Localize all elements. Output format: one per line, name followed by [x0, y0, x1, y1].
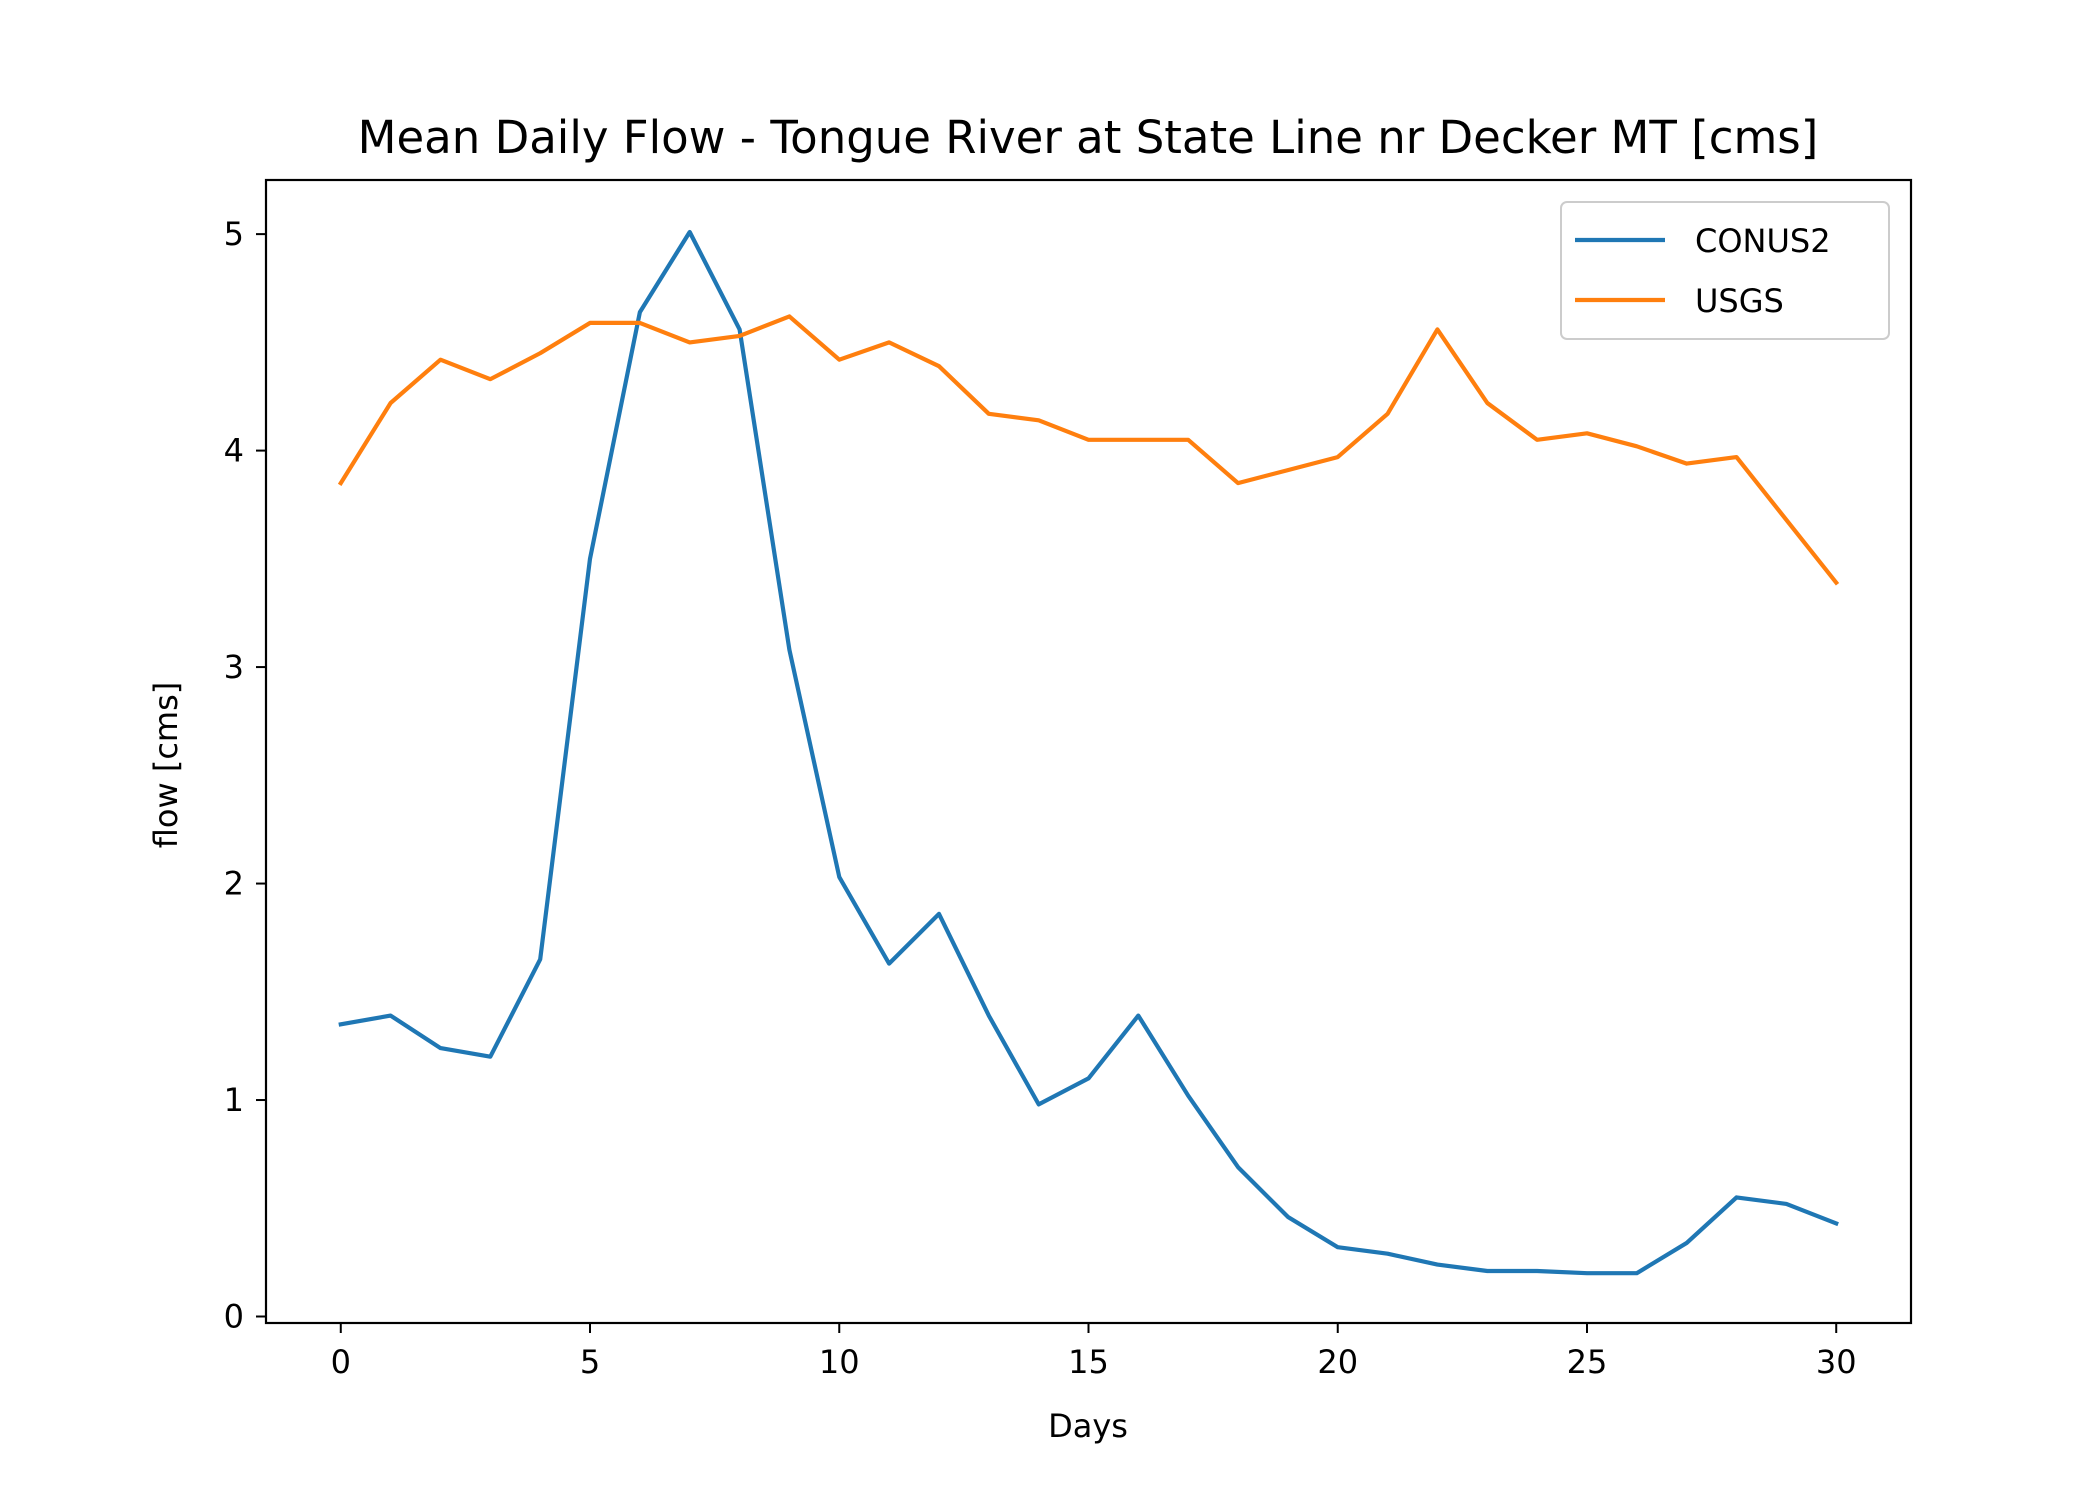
x-tick-label: 30 [1816, 1343, 1857, 1381]
plot-area: 0 5 10 15 20 25 30 0 1 2 3 4 5 CONUS2 USGS [224, 178, 1913, 1381]
y-tick-label: 5 [224, 215, 244, 253]
series-line-usgs [337, 314, 1840, 586]
y-axis-label: flow [cms] [147, 682, 185, 848]
legend-label-usgs: USGS [1695, 282, 1784, 320]
x-tick-label: 0 [331, 1343, 351, 1381]
y-tick-label: 0 [224, 1298, 244, 1336]
x-axis-label: Days [1048, 1407, 1128, 1445]
y-tick-label: 1 [224, 1081, 244, 1119]
y-tick-label: 3 [224, 648, 244, 686]
chart-title: Mean Daily Flow - Tongue River at State … [358, 111, 1819, 164]
x-tick-label: 15 [1068, 1343, 1109, 1381]
series-line-conus2 [338, 229, 1839, 1276]
y-tick-label: 4 [224, 432, 244, 470]
x-tick-label: 20 [1317, 1343, 1358, 1381]
y-tick-label: 2 [224, 865, 244, 903]
legend-label-conus2: CONUS2 [1695, 222, 1831, 260]
x-tick-label: 5 [580, 1343, 600, 1381]
legend-box [1560, 201, 1890, 340]
x-tick-label: 25 [1567, 1343, 1608, 1381]
x-tick-label: 10 [819, 1343, 860, 1381]
